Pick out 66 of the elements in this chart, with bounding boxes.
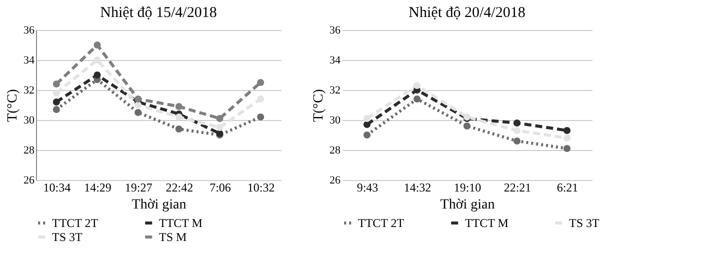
legend-label: TS 3T [569,216,600,230]
legend-label: TTCT M [465,216,509,230]
x-tick-label: 19:10 [454,180,482,194]
y-tick-label: 26 [330,174,341,186]
legend-label: TTCT 2T [358,216,405,230]
point [563,144,571,152]
y-tick-label: 26 [24,174,35,186]
point [134,95,142,103]
y-tick-label: 34 [24,54,35,66]
x-tick-label: 22:42 [166,180,194,194]
point [413,95,421,103]
y-axis-title: T(°C) [6,88,20,122]
y-tick-label: 28 [330,144,341,156]
point [134,101,142,109]
y-tick-label: 34 [330,54,341,66]
point [463,122,471,130]
point [175,102,182,110]
y-axis-title: T(°C) [312,88,326,122]
y-tick-label: 32 [330,84,340,96]
point [563,126,571,134]
y-tick-label: 30 [330,114,341,126]
y-tick-label: 36 [330,24,341,36]
point [257,95,264,103]
point [257,113,264,121]
point [134,108,142,116]
x-tick-label: 14:32 [404,180,432,194]
x-tick-label: 22:21 [504,180,532,194]
chart-title: Nhiệt độ 20/4/2018 [408,5,526,21]
point [52,80,60,88]
point [175,125,182,133]
chart-title: Nhiệt độ 15/4/2018 [100,5,217,21]
x-axis-title: Thời gian [440,198,495,212]
y-tick-label: 32 [24,84,34,96]
x-tick-label: 14:29 [84,180,112,194]
x-axis-title: Thời gian [132,198,186,212]
x-tick-label: 10:34 [43,180,71,194]
point [563,134,571,142]
y-tick-label: 30 [24,114,35,126]
legend-label: TTCT 2T [52,216,99,230]
x-tick-label: 9:43 [356,180,378,194]
legend-label: TS 3T [52,230,84,244]
point [513,126,521,134]
y-tick-label: 28 [24,144,35,156]
point [94,41,101,49]
point [52,98,60,106]
x-tick-label: 10:32 [247,180,275,194]
point [413,82,421,90]
point [513,137,521,145]
x-tick-label: 19:27 [124,180,152,194]
legend-label: TTCT M [159,216,203,230]
x-tick-label: 7:06 [210,180,231,194]
point [363,131,371,139]
legend-label: TS M [159,230,188,244]
point [94,56,101,64]
point [216,124,224,132]
point [216,114,224,122]
y-tick-label: 36 [24,24,35,36]
point [363,114,371,122]
point [513,119,521,127]
point [363,120,371,128]
point [94,71,101,79]
point [52,89,60,97]
x-tick-label: 6:21 [556,180,578,194]
point [257,78,264,86]
point [175,113,182,121]
point [52,106,60,114]
